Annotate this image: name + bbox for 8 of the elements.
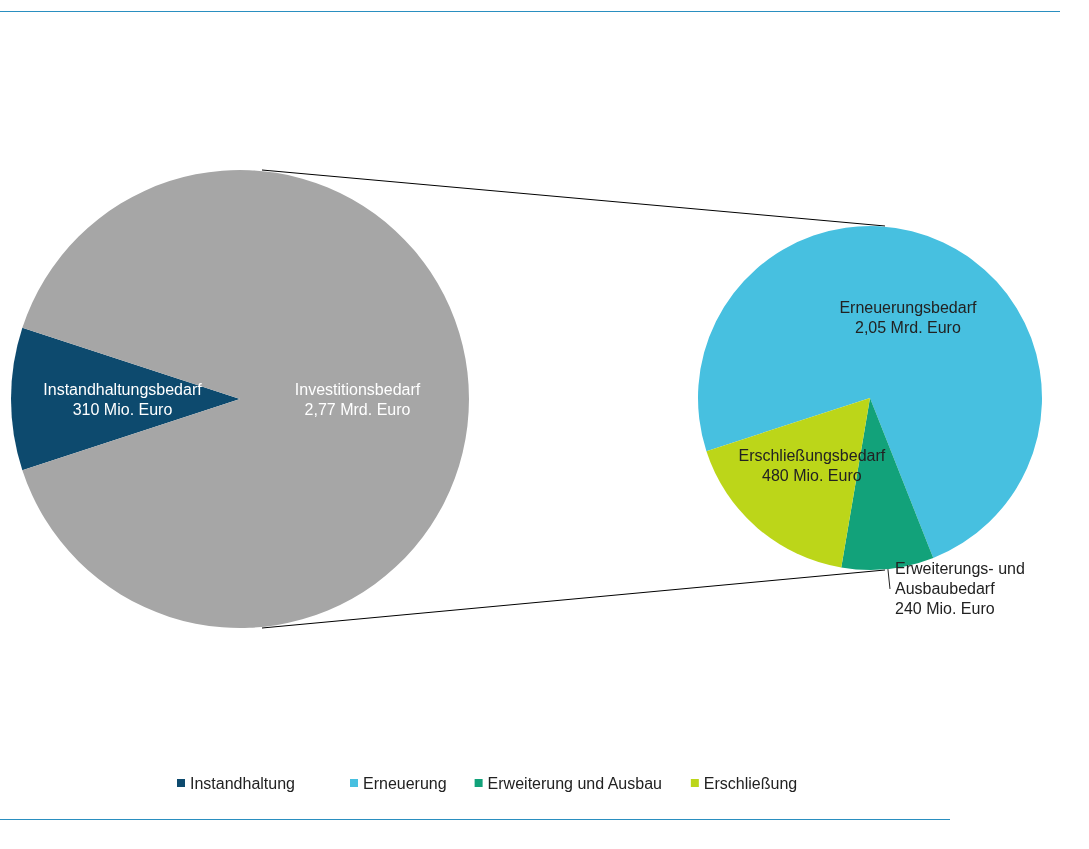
data-label: Investitionsbedarf 2,77 Mrd. Euro xyxy=(294,380,421,418)
legend-label: Erneuerung xyxy=(363,774,447,792)
legend-label: Instandhaltung xyxy=(190,774,295,792)
data-label: Erweiterungs- und Ausbaubedarf 240 Mio. Euro xyxy=(895,560,1025,618)
legend-label: Erschließung xyxy=(703,774,798,792)
legend-label: Erweiterung und Ausbau xyxy=(487,774,662,792)
data-label: Instandhaltungsbedarf 310 Mio. Euro xyxy=(43,380,203,418)
data-label: Erneuerungsbedarf 2,05 Mrd. Euro xyxy=(839,298,977,336)
